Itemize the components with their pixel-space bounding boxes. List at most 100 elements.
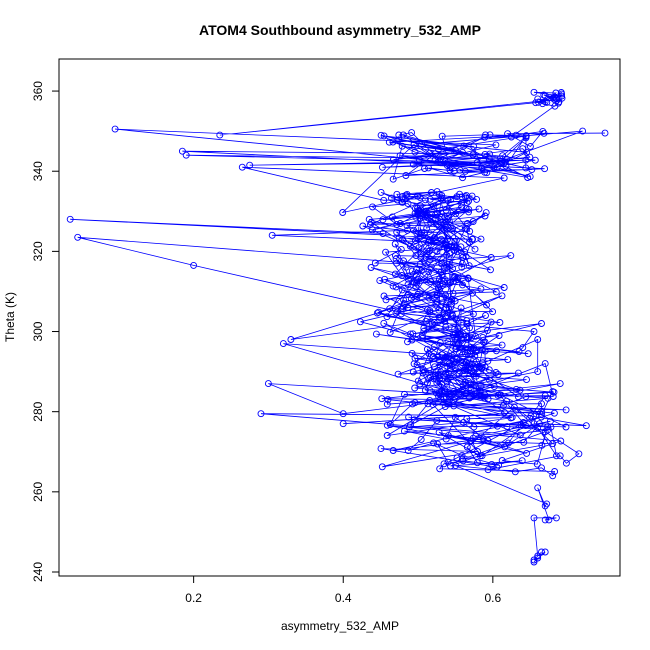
data-point: [514, 369, 522, 377]
data-point: [388, 213, 396, 221]
data-point: [432, 300, 440, 308]
data-point: [534, 552, 542, 560]
data-point: [394, 370, 402, 378]
data-point: [375, 308, 383, 316]
data-point: [467, 437, 474, 445]
data-point: [359, 222, 367, 230]
data-point: [416, 260, 424, 268]
data-point: [238, 163, 246, 171]
data-point: [411, 148, 419, 156]
data-point: [504, 356, 512, 364]
data-point: [391, 270, 399, 278]
data-point: [520, 438, 528, 446]
data-point: [507, 252, 515, 260]
data-point: [434, 371, 442, 378]
data-point: [178, 147, 186, 155]
data-point: [377, 131, 385, 139]
data-point: [549, 440, 557, 448]
data-point: [422, 317, 430, 325]
y-tick-label: 240: [31, 562, 45, 582]
data-point: [414, 291, 422, 299]
data-point: [451, 272, 458, 280]
data-point: [415, 156, 423, 164]
chart-title: ATOM4 Southbound asymmetry_532_AMP: [199, 22, 481, 38]
data-point: [523, 449, 531, 457]
data-point: [541, 428, 549, 436]
data-point: [504, 130, 512, 138]
data-point: [417, 436, 425, 443]
data-point: [460, 366, 468, 374]
data-point: [458, 263, 466, 271]
data-point: [484, 466, 492, 474]
data-point: [449, 224, 457, 232]
data-point: [495, 461, 503, 469]
data-point: [435, 389, 443, 396]
data-point: [392, 252, 399, 260]
data-point: [538, 320, 545, 327]
data-point: [413, 361, 421, 369]
data-point: [471, 245, 479, 253]
data-point: [445, 360, 453, 368]
data-point: [377, 445, 385, 453]
data-point: [461, 193, 469, 201]
data-point: [493, 422, 501, 430]
data-point: [443, 264, 451, 271]
data-point: [492, 141, 500, 149]
data-point: [367, 264, 375, 271]
data-point: [393, 259, 400, 267]
data-point: [459, 381, 467, 389]
data-point: [435, 313, 443, 321]
data-point: [457, 243, 465, 251]
data-point: [409, 368, 417, 376]
data-point: [467, 381, 475, 389]
y-tick-label: 320: [31, 241, 45, 261]
data-point: [481, 338, 489, 346]
data-point: [436, 465, 444, 473]
data-point: [437, 268, 445, 276]
data-point: [444, 338, 452, 346]
data-point: [430, 439, 438, 447]
data-point: [383, 400, 391, 408]
data-point: [433, 417, 441, 425]
data-point: [519, 344, 527, 352]
data-point: [541, 165, 549, 173]
data-point: [433, 298, 441, 306]
data-point: [494, 392, 502, 400]
data-point: [512, 385, 520, 393]
data-point: [462, 358, 470, 366]
data-point: [549, 472, 557, 480]
data-point: [435, 284, 442, 292]
data-point: [392, 309, 400, 317]
data-point: [431, 211, 439, 219]
data-point: [428, 320, 436, 328]
data-point: [339, 410, 347, 418]
data-point: [534, 336, 542, 343]
data-point: [448, 296, 455, 303]
data-point: [435, 428, 443, 436]
data-point: [382, 296, 390, 304]
data-point: [380, 319, 388, 327]
data-point: [493, 163, 501, 171]
data-point: [522, 393, 530, 401]
data-point: [518, 457, 526, 465]
data-point: [536, 420, 543, 428]
data-point: [388, 194, 395, 202]
data-point: [483, 301, 490, 309]
data-point: [512, 131, 520, 139]
data-point: [429, 401, 437, 409]
data-point: [447, 462, 454, 470]
data-point: [500, 174, 508, 182]
data-point: [435, 306, 443, 314]
data-point: [551, 93, 558, 101]
data-point: [498, 457, 506, 464]
data-point: [446, 279, 454, 287]
data-point: [444, 400, 452, 408]
data-point: [436, 358, 444, 366]
data-point: [481, 168, 489, 176]
data-point: [552, 452, 560, 460]
data-point: [437, 395, 445, 403]
data-point: [537, 413, 545, 421]
data-point: [408, 267, 416, 275]
data-point: [459, 281, 466, 289]
data-point: [423, 345, 431, 353]
